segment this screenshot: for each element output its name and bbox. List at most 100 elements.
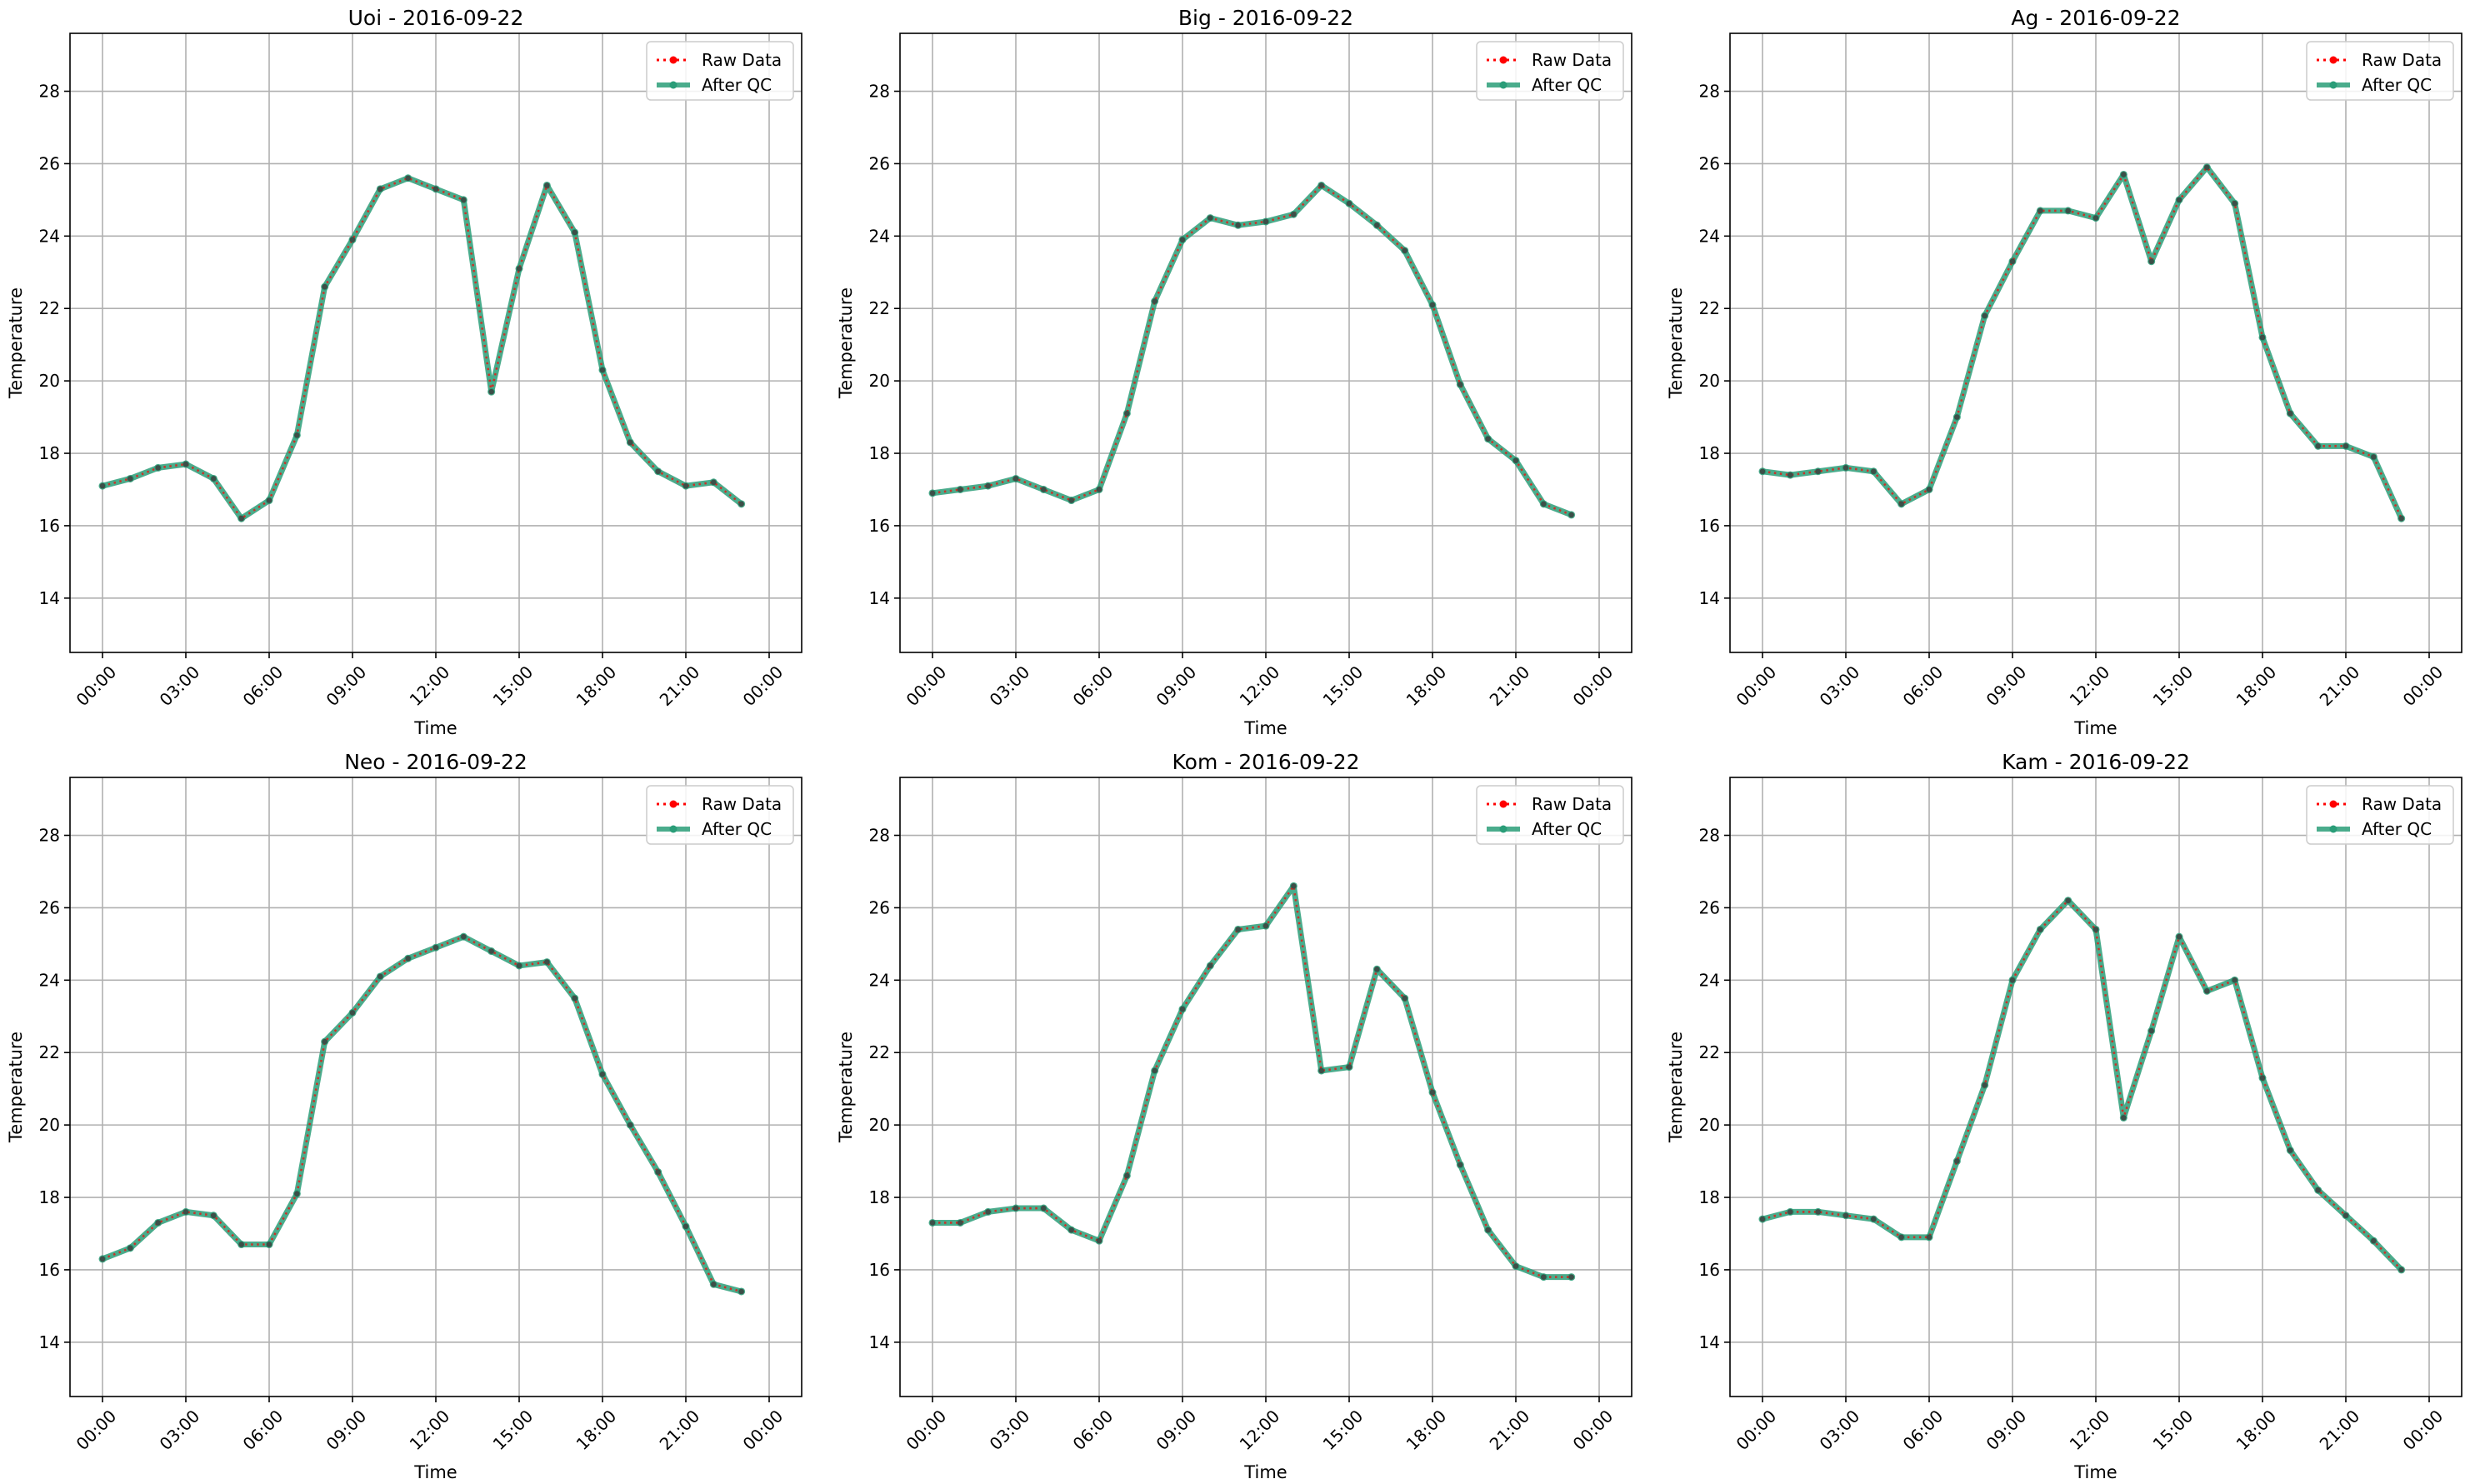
x-axis-label: Time: [413, 1462, 457, 1482]
point-raw-data: [1485, 1227, 1491, 1233]
x-tick-label: 12:00: [406, 662, 454, 710]
point-raw-data: [958, 487, 963, 492]
point-raw-data: [294, 1191, 300, 1197]
point-raw-data: [1541, 501, 1547, 507]
y-axis-label: Temperature: [836, 287, 856, 399]
point-raw-data: [1842, 1212, 1849, 1219]
point-raw-data: [1871, 468, 1877, 475]
y-tick-label: 18: [869, 443, 890, 463]
point-raw-data: [1208, 215, 1213, 221]
point-raw-data: [2176, 933, 2182, 940]
x-tick-label: 00:00: [739, 662, 788, 710]
x-tick-label: 03:00: [1816, 662, 1864, 710]
point-raw-data: [2121, 172, 2127, 177]
y-tick-label: 22: [1699, 298, 1720, 318]
point-raw-data: [1208, 962, 1213, 969]
x-tick-label: 06:00: [1899, 662, 1948, 710]
point-raw-data: [544, 182, 550, 188]
point-raw-data: [2398, 1267, 2404, 1273]
subplot-title: Kom - 2016-09-22: [1172, 750, 1360, 774]
point-raw-data: [155, 465, 161, 471]
point-raw-data: [1788, 472, 1793, 478]
x-tick-label: 09:00: [1982, 1406, 2031, 1454]
point-raw-data: [1759, 1216, 1766, 1222]
x-tick-label: 00:00: [2399, 1406, 2448, 1454]
series-line-raw-data: [1762, 898, 2402, 1271]
point-raw-data: [1541, 1274, 1547, 1280]
point-raw-data: [2148, 258, 2154, 265]
series-line-after-qc: [932, 182, 1572, 518]
x-tick-label: 09:00: [322, 662, 371, 710]
y-tick-label: 14: [869, 1332, 890, 1352]
point-raw-data: [1871, 1216, 1877, 1222]
point-raw-data: [1926, 1234, 1932, 1241]
point-raw-data: [238, 515, 244, 522]
point-raw-data: [1374, 966, 1380, 972]
y-tick-label: 24: [39, 226, 60, 246]
series-line-raw-data: [932, 882, 1572, 1278]
point-raw-data: [1096, 1237, 1102, 1244]
point-raw-data: [1512, 1263, 1519, 1269]
y-tick-label: 20: [39, 1115, 60, 1135]
y-tick-label: 24: [1699, 970, 1720, 990]
legend-label-raw-data: Raw Data: [1532, 50, 1612, 70]
point-raw-data: [238, 1242, 244, 1247]
x-tick-label: 21:00: [1486, 662, 1534, 710]
point-raw-data: [2092, 927, 2099, 932]
x-tick-label: 18:00: [2232, 1406, 2281, 1454]
legend: Raw Data After QC: [646, 41, 794, 101]
legend: Raw Data After QC: [1476, 41, 1624, 101]
point-raw-data: [1485, 436, 1491, 442]
point-raw-data: [1759, 468, 1766, 475]
point-raw-data: [655, 1169, 661, 1175]
y-tick-label: 28: [869, 82, 890, 102]
point-raw-data: [2342, 443, 2349, 449]
point-raw-data: [211, 476, 217, 482]
point-raw-data: [1374, 222, 1380, 228]
legend: Raw Data After QC: [2306, 41, 2454, 101]
point-raw-data: [378, 186, 383, 192]
x-axis-label: Time: [413, 718, 457, 738]
point-raw-data: [488, 388, 494, 395]
point-raw-data: [2009, 258, 2016, 265]
point-raw-data: [2259, 1075, 2266, 1081]
subplot-2: 00:00 03:00 06:00 09:00 12:00 15:00 18:00 21:00…: [836, 6, 1632, 738]
point-raw-data: [2232, 200, 2238, 207]
point-raw-data: [1068, 497, 1074, 503]
legend-marker-after-qc: [669, 81, 678, 89]
point-raw-data: [1096, 487, 1102, 492]
point-raw-data: [2148, 1027, 2154, 1034]
point-raw-data: [516, 266, 522, 272]
point-raw-data: [432, 944, 439, 951]
y-tick-label: 28: [39, 826, 60, 846]
y-tick-label: 14: [39, 1332, 60, 1352]
legend-label-after-qc: After QC: [2362, 75, 2432, 95]
point-raw-data: [1954, 1158, 1960, 1164]
x-tick-label: 15:00: [1319, 1406, 1368, 1454]
y-tick-label: 24: [869, 226, 890, 246]
y-tick-label: 24: [869, 970, 890, 990]
point-raw-data: [2065, 207, 2071, 214]
point-raw-data: [322, 283, 328, 290]
y-tick-label: 16: [1699, 1260, 1720, 1280]
legend-label-after-qc: After QC: [1532, 75, 1602, 95]
point-raw-data: [1291, 211, 1297, 217]
point-raw-data: [1152, 298, 1158, 304]
subplot-4: 00:00 03:00 06:00 09:00 12:00 15:00 18:00 21:00…: [6, 750, 802, 1482]
point-raw-data: [1815, 1209, 1821, 1215]
point-raw-data: [711, 1282, 717, 1287]
point-raw-data: [1068, 1227, 1074, 1233]
y-tick-label: 28: [869, 826, 890, 846]
point-raw-data: [628, 1122, 633, 1128]
x-tick-label: 06:00: [1069, 1406, 1118, 1454]
point-raw-data: [544, 959, 550, 965]
legend-marker-after-qc: [2329, 81, 2338, 89]
legend-label-raw-data: Raw Data: [702, 50, 782, 70]
y-tick-label: 22: [869, 298, 890, 318]
x-axis-label: Time: [2073, 718, 2117, 738]
x-tick-label: 03:00: [156, 1406, 204, 1454]
x-tick-label: 15:00: [489, 1406, 538, 1454]
point-raw-data: [738, 1288, 744, 1295]
point-raw-data: [1788, 1209, 1793, 1215]
